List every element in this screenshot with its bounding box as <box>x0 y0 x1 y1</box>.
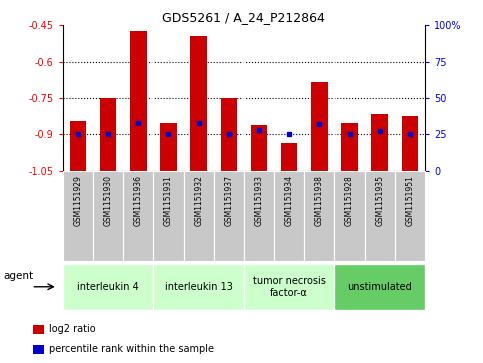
Bar <box>190 36 207 171</box>
Bar <box>33 344 44 354</box>
Text: GSM1151932: GSM1151932 <box>194 175 203 226</box>
Text: percentile rank within the sample: percentile rank within the sample <box>49 344 213 354</box>
Bar <box>160 123 177 171</box>
Text: interleukin 13: interleukin 13 <box>165 282 233 292</box>
Text: GSM1151936: GSM1151936 <box>134 175 143 226</box>
Text: GSM1151934: GSM1151934 <box>284 175 294 226</box>
Text: GSM1151938: GSM1151938 <box>315 175 324 226</box>
Bar <box>154 171 184 261</box>
Text: agent: agent <box>3 270 33 281</box>
Text: tumor necrosis
factor-α: tumor necrosis factor-α <box>253 276 326 298</box>
Bar <box>311 82 327 171</box>
Bar <box>334 264 425 310</box>
Bar <box>304 171 334 261</box>
Bar <box>213 171 244 261</box>
Text: GSM1151937: GSM1151937 <box>224 175 233 226</box>
Text: GSM1151929: GSM1151929 <box>73 175 83 226</box>
Bar <box>274 171 304 261</box>
Bar <box>244 171 274 261</box>
Text: GSM1151935: GSM1151935 <box>375 175 384 226</box>
Text: interleukin 4: interleukin 4 <box>77 282 139 292</box>
Bar <box>402 116 418 171</box>
Bar <box>184 171 213 261</box>
Bar <box>341 123 358 171</box>
Text: GSM1151933: GSM1151933 <box>255 175 264 226</box>
Bar <box>244 264 334 310</box>
Bar <box>371 114 388 171</box>
Bar <box>70 121 86 171</box>
Bar <box>221 98 237 171</box>
Bar <box>365 171 395 261</box>
Text: unstimulated: unstimulated <box>347 282 412 292</box>
Bar <box>63 264 154 310</box>
Bar <box>100 98 116 171</box>
Bar <box>395 171 425 261</box>
Title: GDS5261 / A_24_P212864: GDS5261 / A_24_P212864 <box>162 11 326 24</box>
Text: GSM1151928: GSM1151928 <box>345 175 354 226</box>
Text: GSM1151951: GSM1151951 <box>405 175 414 226</box>
Bar <box>63 171 93 261</box>
Bar <box>334 171 365 261</box>
Bar <box>130 32 146 171</box>
Text: GSM1151931: GSM1151931 <box>164 175 173 226</box>
Text: log2 ratio: log2 ratio <box>49 325 95 334</box>
Text: GSM1151930: GSM1151930 <box>103 175 113 226</box>
Bar <box>93 171 123 261</box>
Bar <box>251 125 267 171</box>
Bar <box>123 171 154 261</box>
Bar <box>281 143 298 171</box>
Bar <box>33 325 44 334</box>
Bar <box>154 264 244 310</box>
